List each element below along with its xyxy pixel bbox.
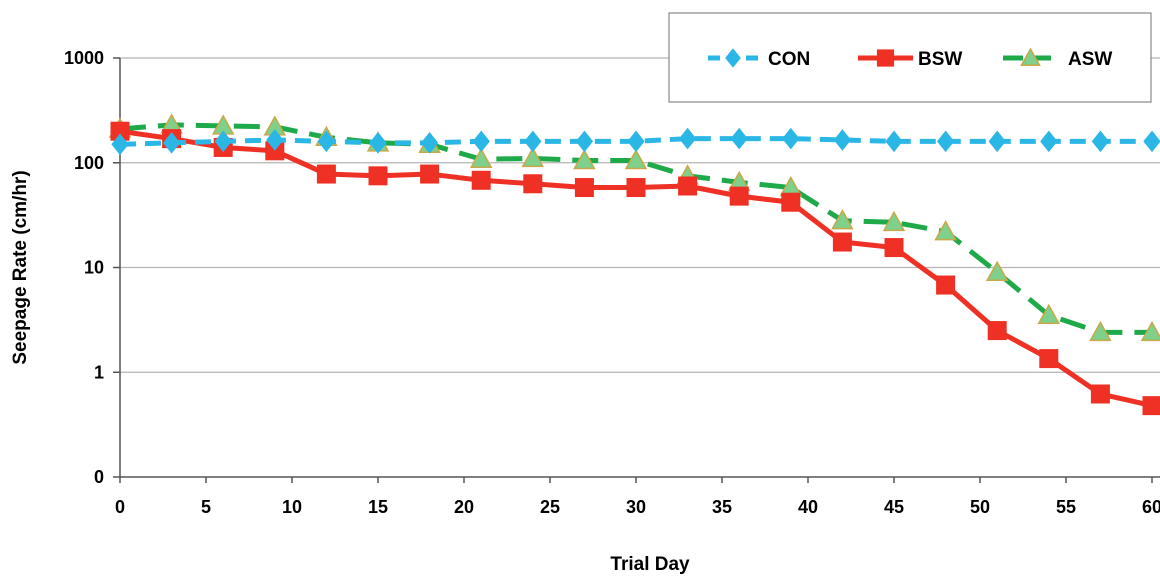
y-axis-ticks: 0 1 10 100 1000: [64, 48, 120, 487]
x-tick-label: 25: [540, 497, 560, 517]
data-point: [266, 129, 284, 151]
data-point: [214, 130, 232, 153]
x-tick-label: 55: [1056, 497, 1076, 517]
data-point: [987, 321, 1007, 341]
data-point: [678, 176, 698, 196]
data-point: [678, 127, 697, 150]
legend: CON BSW ASW: [668, 12, 1152, 103]
data-point: [988, 130, 1006, 153]
data-point: [985, 260, 1009, 282]
data-point: [626, 178, 646, 198]
data-point: [781, 192, 801, 212]
x-tick-label: 40: [798, 497, 818, 517]
x-tick-label: 50: [970, 497, 990, 517]
data-point: [882, 210, 906, 232]
legend-entry-con: CON: [708, 48, 810, 70]
series: [108, 113, 1160, 416]
legend-label: BSW: [918, 49, 962, 70]
x-tick-label: 30: [626, 497, 646, 517]
data-point: [1142, 396, 1160, 416]
y-tick-label: 10: [84, 258, 104, 278]
data-point: [1020, 47, 1041, 66]
data-point: [575, 130, 594, 153]
data-point: [782, 127, 800, 150]
data-point: [885, 130, 903, 153]
data-point: [1140, 320, 1160, 342]
x-tick-label: 60: [1142, 497, 1160, 517]
data-point: [469, 147, 493, 168]
legend-label: ASW: [1068, 49, 1112, 70]
x-tick-label: 45: [884, 497, 904, 517]
y-tick-label: 0: [94, 467, 104, 487]
data-point: [111, 133, 129, 156]
x-tick-label: 10: [282, 497, 302, 517]
data-point: [730, 127, 748, 150]
data-point: [317, 130, 336, 153]
x-tick-label: 35: [712, 497, 732, 517]
data-point: [574, 178, 594, 198]
x-tick-label: 0: [115, 497, 125, 517]
data-point: [420, 164, 440, 184]
legend-entry-asw: ASW: [1003, 47, 1112, 70]
data-point: [1039, 349, 1059, 369]
data-point: [627, 130, 645, 153]
y-tick-label: 1000: [64, 48, 104, 68]
data-point: [524, 130, 542, 153]
data-point: [934, 220, 957, 241]
data-point: [472, 130, 490, 153]
data-point: [624, 148, 648, 170]
y-tick-label: 1: [94, 362, 104, 382]
data-point: [1090, 384, 1110, 404]
data-point: [521, 146, 545, 168]
x-axis-title: Trial Day: [610, 554, 690, 575]
data-point: [876, 49, 895, 67]
y-axis-title: Seepage Rate (cm/hr): [10, 170, 31, 364]
data-point: [1091, 130, 1110, 153]
data-point: [1089, 320, 1112, 342]
data-point: [523, 174, 543, 194]
data-point: [936, 275, 956, 295]
data-point: [833, 129, 852, 151]
data-point: [884, 238, 904, 258]
data-point: [1040, 130, 1058, 153]
x-tick-label: 20: [454, 497, 474, 517]
data-point: [936, 130, 955, 153]
data-point: [420, 132, 439, 154]
data-point: [832, 232, 852, 252]
y-tick-label: 100: [74, 153, 104, 173]
data-point: [471, 170, 491, 190]
data-point: [831, 209, 854, 230]
x-axis-ticks: 0 5 10 15 20 25 30 35 40 45 50 55 60: [115, 477, 1160, 517]
data-point: [316, 164, 336, 184]
data-point: [1143, 130, 1160, 153]
x-tick-label: 15: [368, 497, 388, 517]
x-tick-label: 5: [201, 497, 211, 517]
data-point: [162, 132, 181, 154]
data-point: [725, 48, 741, 68]
data-point: [369, 132, 387, 154]
data-point: [729, 186, 749, 206]
series-line: [119, 136, 1152, 147]
data-point: [1037, 303, 1061, 325]
data-point: [368, 166, 388, 186]
legend-entry-bsw: BSW: [858, 49, 962, 70]
data-point: [573, 148, 596, 170]
legend-label: CON: [768, 49, 810, 70]
series-con: [111, 127, 1160, 156]
